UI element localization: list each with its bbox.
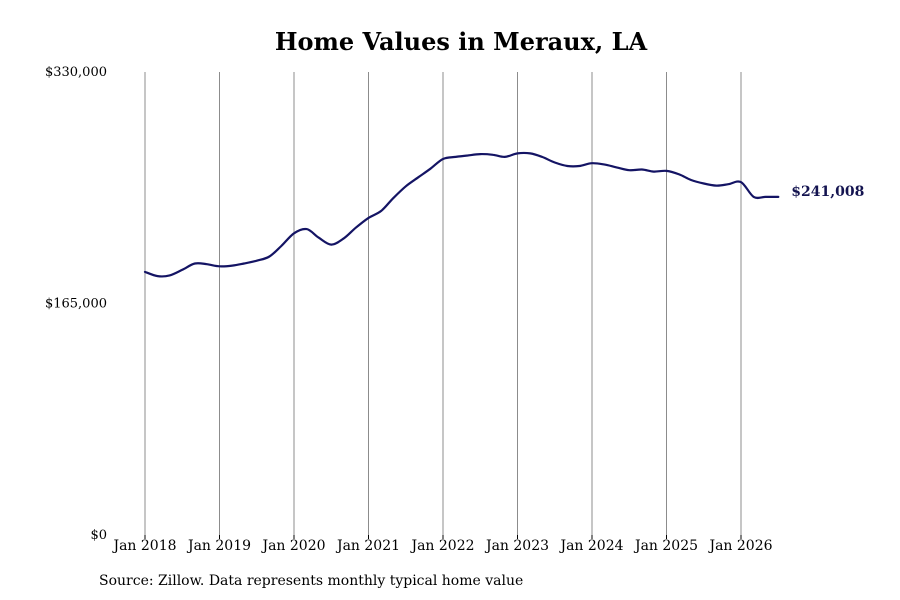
x-tick-label: Jan 2022 xyxy=(409,538,474,554)
grid-layer xyxy=(144,72,742,535)
y-axis-ticks: $0 $165,000 $330,000 xyxy=(45,65,107,543)
end-value-label: $241,008 xyxy=(791,184,864,200)
y-tick-label: $165,000 xyxy=(45,297,107,312)
x-tick-label: Jan 2019 xyxy=(186,538,251,554)
y-tick-label: $0 xyxy=(90,528,107,543)
x-tick-label: Jan 2026 xyxy=(707,538,772,554)
chart-title: Home Values in Meraux, LA xyxy=(274,27,648,56)
x-tick-label: Jan 2024 xyxy=(558,538,623,554)
source-note: Source: Zillow. Data represents monthly … xyxy=(99,573,524,589)
y-tick-label: $330,000 xyxy=(45,65,107,80)
x-tick-label: Jan 2018 xyxy=(111,538,176,554)
x-tick-label: Jan 2023 xyxy=(484,538,549,554)
x-tick-label: Jan 2020 xyxy=(260,538,325,554)
series-line xyxy=(143,151,780,278)
x-tick-label: Jan 2021 xyxy=(335,538,400,554)
x-axis-ticks: Jan 2018 Jan 2019 Jan 2020 Jan 2021 Jan 2022… xyxy=(111,535,773,554)
x-tick-label: Jan 2025 xyxy=(633,538,698,554)
series-layer xyxy=(143,151,780,278)
